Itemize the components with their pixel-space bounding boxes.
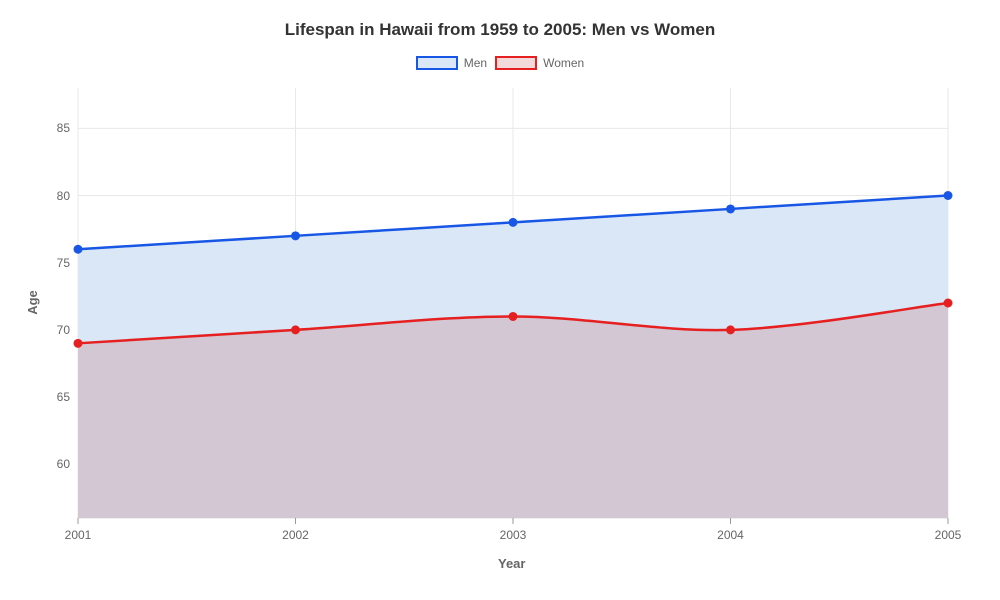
legend-item-men: Men bbox=[416, 56, 487, 70]
chart-svg bbox=[78, 88, 948, 518]
legend: Men Women bbox=[0, 56, 1000, 70]
legend-label: Women bbox=[543, 56, 584, 70]
x-tick: 2004 bbox=[717, 518, 744, 542]
y-tick: 70 bbox=[57, 323, 78, 337]
legend-label: Men bbox=[464, 56, 487, 70]
y-tick: 80 bbox=[57, 189, 78, 203]
legend-swatch bbox=[416, 56, 458, 70]
legend-item-women: Women bbox=[495, 56, 584, 70]
x-tick: 2002 bbox=[282, 518, 309, 542]
plot-area: 60657075808520012002200320042005 bbox=[78, 88, 948, 518]
x-tick: 2001 bbox=[65, 518, 92, 542]
x-tick: 2003 bbox=[500, 518, 527, 542]
x-tick: 2005 bbox=[935, 518, 962, 542]
y-tick: 85 bbox=[57, 121, 78, 135]
chart-title: Lifespan in Hawaii from 1959 to 2005: Me… bbox=[0, 20, 1000, 40]
y-axis-label: Age bbox=[25, 290, 40, 315]
x-axis-label: Year bbox=[498, 556, 525, 571]
y-tick: 60 bbox=[57, 457, 78, 471]
y-tick: 75 bbox=[57, 256, 78, 270]
legend-swatch bbox=[495, 56, 537, 70]
y-tick: 65 bbox=[57, 390, 78, 404]
